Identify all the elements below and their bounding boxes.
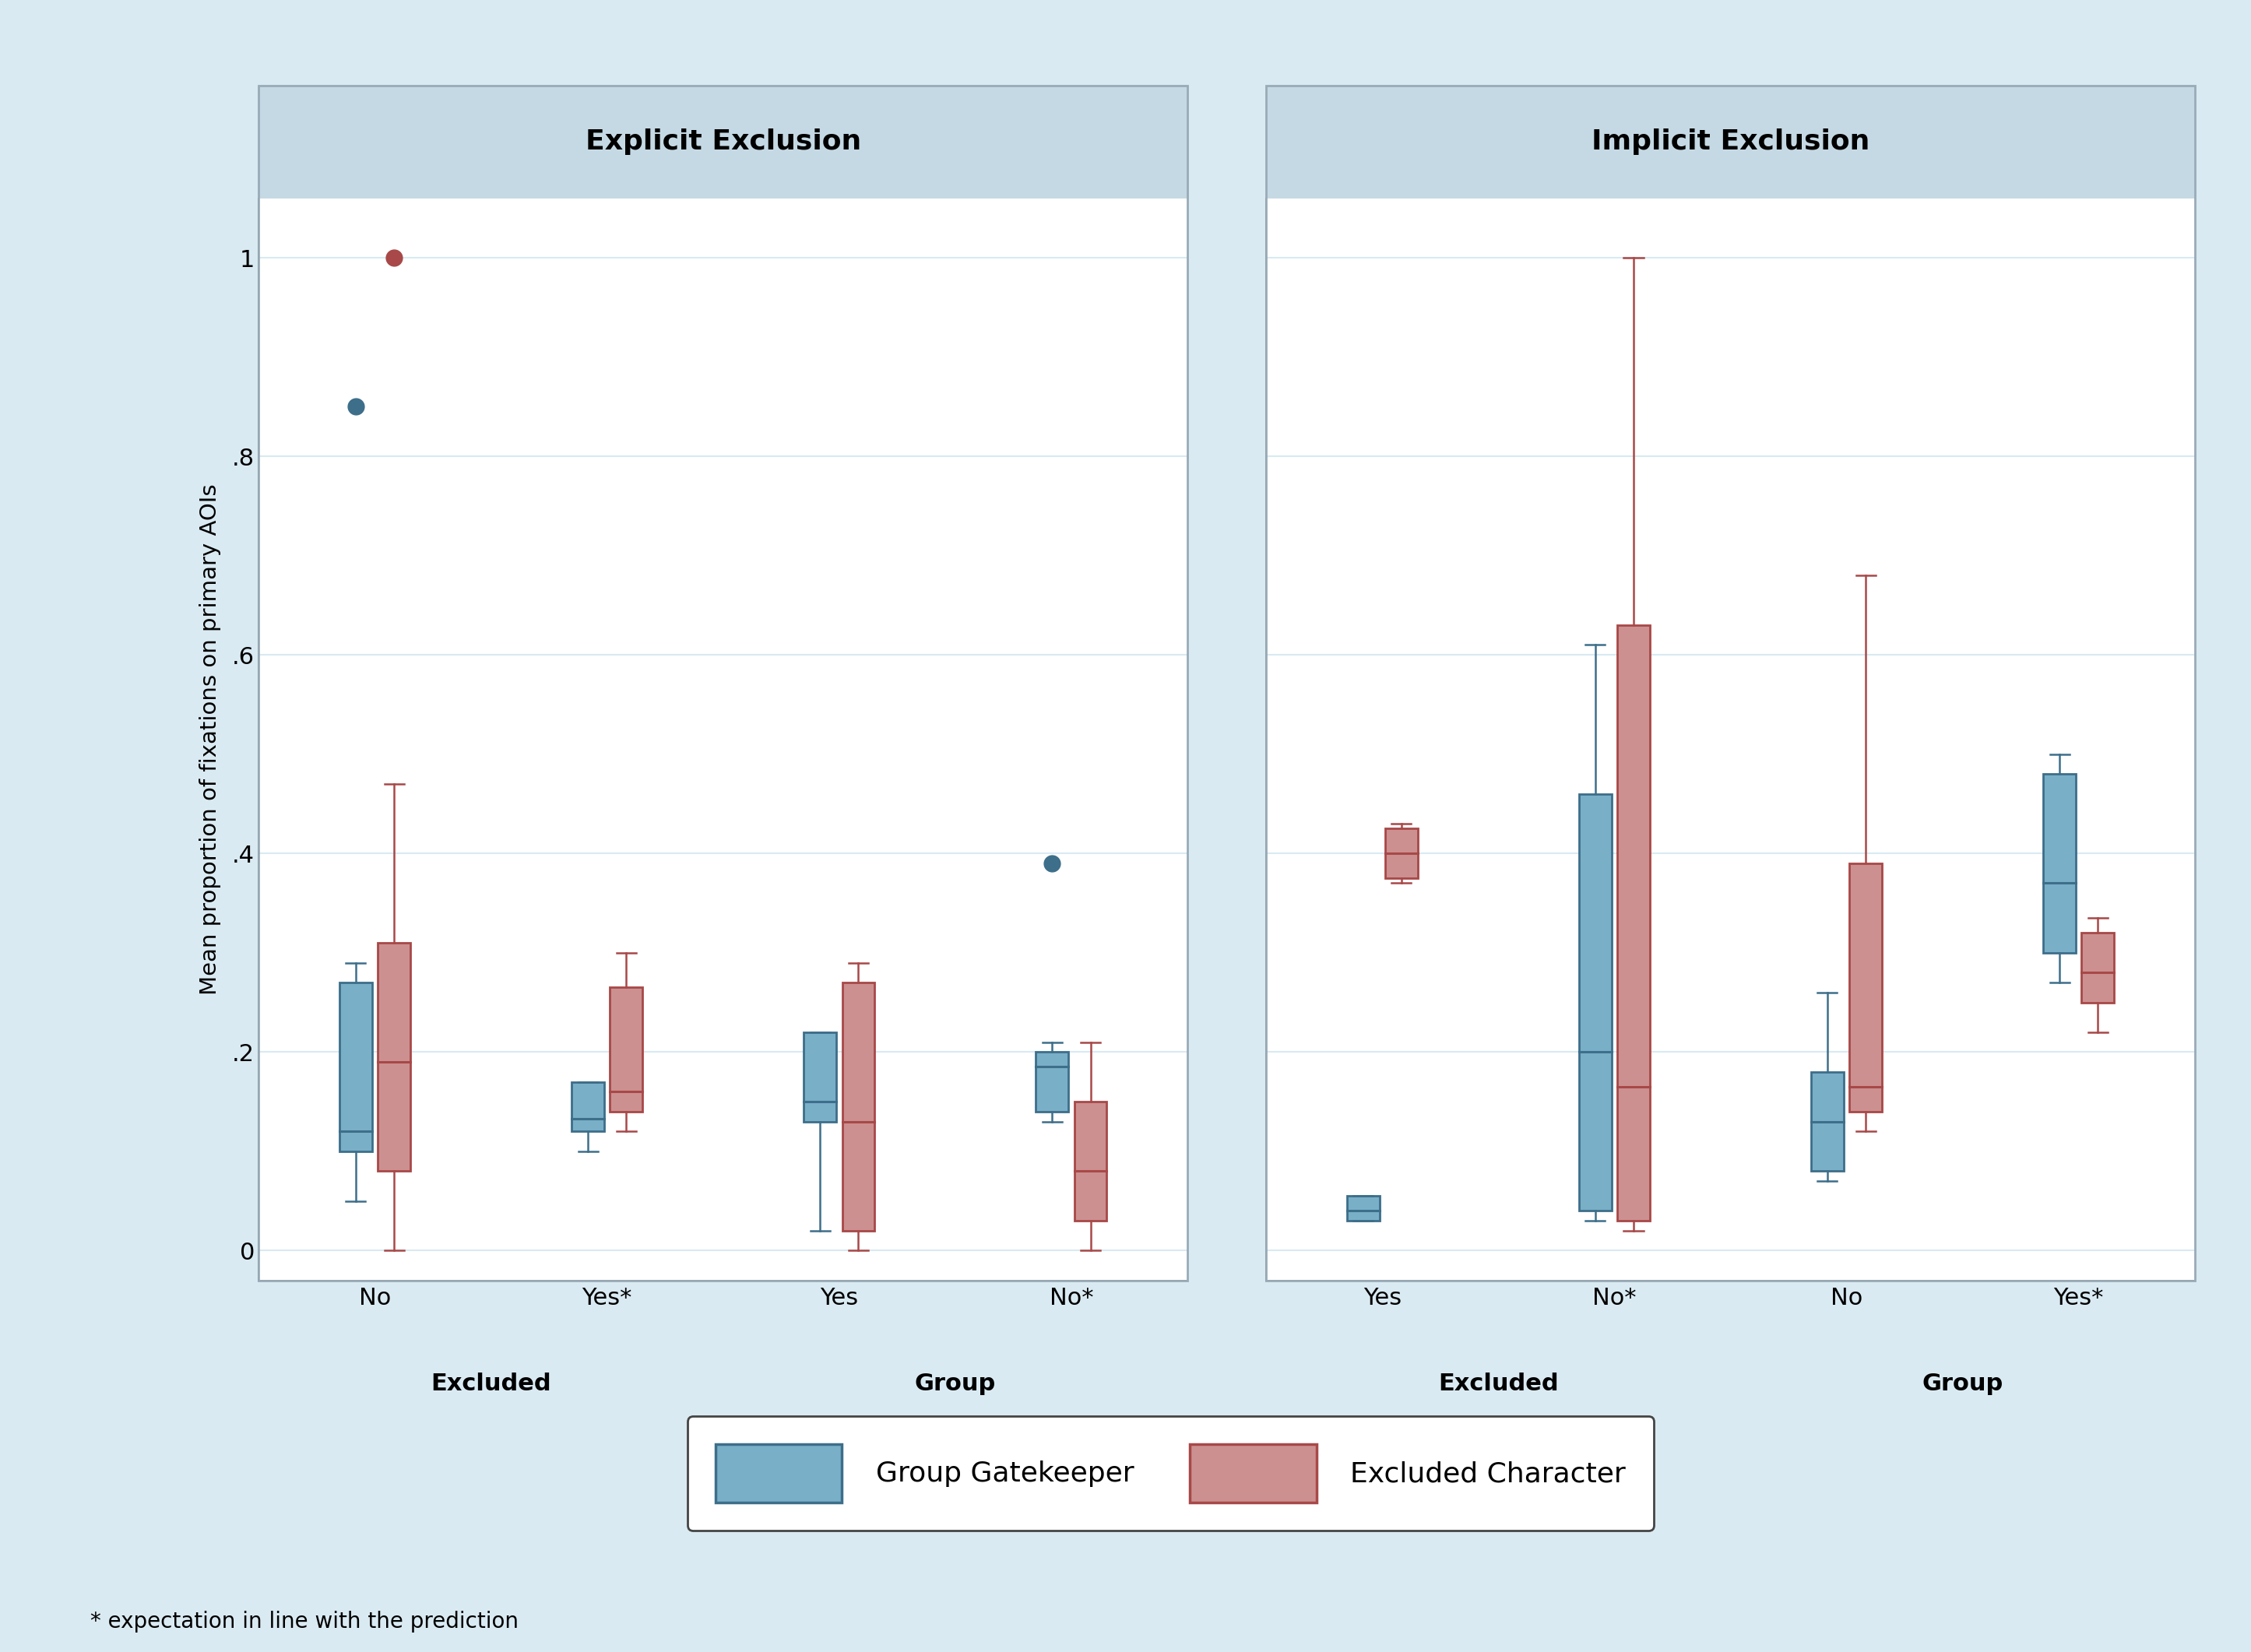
Text: Explicit Exclusion: Explicit Exclusion xyxy=(585,129,862,155)
Bar xyxy=(1346,1196,1380,1221)
Bar xyxy=(1616,624,1650,1221)
Text: * expectation in line with the prediction: * expectation in line with the predictio… xyxy=(90,1611,518,1632)
Bar xyxy=(572,1082,603,1132)
Bar xyxy=(1578,795,1612,1211)
Bar xyxy=(340,983,371,1151)
Text: Group: Group xyxy=(914,1373,995,1394)
Bar xyxy=(2082,933,2114,1003)
Text: Implicit Exclusion: Implicit Exclusion xyxy=(1591,129,1871,155)
Bar xyxy=(1035,1052,1069,1112)
Bar xyxy=(1074,1102,1107,1221)
Text: Excluded: Excluded xyxy=(1438,1373,1558,1394)
Y-axis label: Mean proportion of fixations on primary AOIs: Mean proportion of fixations on primary … xyxy=(200,484,221,995)
Legend: Group Gatekeeper, Excluded Character: Group Gatekeeper, Excluded Character xyxy=(687,1416,1654,1530)
Bar xyxy=(1384,829,1418,879)
Bar xyxy=(610,988,642,1112)
Bar xyxy=(1850,864,1882,1112)
Text: Excluded: Excluded xyxy=(430,1373,551,1394)
Bar xyxy=(842,983,876,1231)
Bar xyxy=(2044,775,2075,953)
Bar xyxy=(804,1032,837,1122)
Bar xyxy=(1812,1072,1844,1171)
Bar xyxy=(378,943,410,1171)
Text: Group: Group xyxy=(1922,1373,2003,1394)
